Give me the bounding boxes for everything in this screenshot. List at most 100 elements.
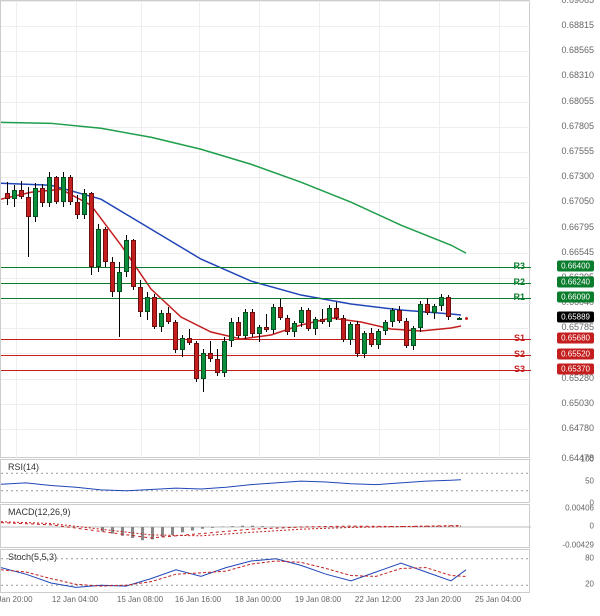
price-ytick: 0.68565 <box>561 45 594 55</box>
candle <box>40 1 45 459</box>
candle <box>327 1 332 459</box>
xtick: 19 Jan 08:00 <box>295 595 341 604</box>
candle <box>306 1 311 459</box>
candle <box>348 1 353 459</box>
sr-badge-S2: 0.65520 <box>557 348 594 359</box>
candle <box>194 1 199 459</box>
candle <box>369 1 374 459</box>
candle <box>334 1 339 459</box>
time-xaxis: Jan 20:00 12 Jan 04:00 15 Jan 08:00 16 Jan … <box>0 595 530 615</box>
xtick: 25 Jan 04:00 <box>475 595 521 604</box>
sr-label-R2: R2 <box>513 277 525 287</box>
sr-badge-R3: 0.66400 <box>557 261 594 272</box>
macd-yaxis: 0.004060-0.00429 <box>530 504 600 548</box>
candle <box>390 1 395 459</box>
candle <box>89 1 94 459</box>
xtick: Jan 20:00 <box>0 595 33 604</box>
candle <box>19 1 24 459</box>
sr-label-R3: R3 <box>513 261 525 271</box>
price-ytick: 0.65785 <box>561 322 594 332</box>
candle <box>159 1 164 459</box>
candle <box>432 1 437 459</box>
xtick: 22 Jan 12:00 <box>355 595 401 604</box>
candle <box>425 1 430 459</box>
candle <box>131 1 136 459</box>
candle <box>355 1 360 459</box>
candle <box>208 1 213 459</box>
sr-label-R1: R1 <box>513 292 525 302</box>
candle <box>250 1 255 459</box>
current-price-badge: 0.65889 <box>557 312 594 323</box>
price-ytick: 0.67555 <box>561 146 594 156</box>
candle <box>236 1 241 459</box>
candle <box>222 1 227 459</box>
price-ytick: 0.66795 <box>561 222 594 232</box>
candle <box>47 1 52 459</box>
rsi-yaxis: 100500 <box>530 459 600 503</box>
forex-chart: 0.69065 0.68815 0.68565 0.68310 0.68055 0.678… <box>0 0 600 616</box>
candle <box>152 1 157 459</box>
candle <box>33 1 38 459</box>
xtick: 15 Jan 08:00 <box>117 595 163 604</box>
candle <box>229 1 234 459</box>
price-ytick: 0.68055 <box>561 96 594 106</box>
candle <box>341 1 346 459</box>
candle <box>82 1 87 459</box>
sr-badge-S1: 0.65680 <box>557 332 594 343</box>
candle <box>243 1 248 459</box>
candle <box>411 1 416 459</box>
candle <box>54 1 59 459</box>
xtick: 18 Jan 00:00 <box>235 595 281 604</box>
candle <box>103 1 108 459</box>
candle <box>299 1 304 459</box>
candle <box>215 1 220 459</box>
candle <box>439 1 444 459</box>
price-ytick: 0.68815 <box>561 20 594 30</box>
candle <box>292 1 297 459</box>
candle <box>362 1 367 459</box>
candle <box>404 1 409 459</box>
candle <box>285 1 290 459</box>
candle <box>446 1 451 459</box>
stoch-panel[interactable]: Stoch(5,5,3) <box>0 549 530 593</box>
candle <box>110 1 115 459</box>
xtick: 16 Jan 16:00 <box>175 595 221 604</box>
candle <box>264 1 269 459</box>
candle <box>117 1 122 459</box>
candle <box>96 1 101 459</box>
macd-panel[interactable]: MACD(12,26,9) <box>0 504 530 548</box>
price-ytick: 0.65030 <box>561 398 594 408</box>
candle <box>397 1 402 459</box>
sr-badge-R1: 0.66090 <box>557 292 594 303</box>
sr-label-S1: S1 <box>514 333 525 343</box>
candle <box>201 1 206 459</box>
xtick: 23 Jan 20:00 <box>415 595 461 604</box>
xtick: 12 Jan 04:00 <box>52 595 98 604</box>
price-ytick: 0.69065 <box>561 0 594 5</box>
price-ytick: 0.64780 <box>561 423 594 433</box>
candle <box>271 1 276 459</box>
price-ytick: 0.65280 <box>561 373 594 383</box>
candle <box>313 1 318 459</box>
candle <box>26 1 31 459</box>
sr-label-S3: S3 <box>514 364 525 374</box>
candle <box>61 1 66 459</box>
candle <box>124 1 129 459</box>
candle <box>5 1 10 459</box>
candle <box>278 1 283 459</box>
rsi-panel[interactable]: RSI(14) <box>0 459 530 503</box>
price-ytick: 0.67050 <box>561 196 594 206</box>
stoch-yaxis: 8020 <box>530 549 600 593</box>
price-yaxis: 0.69065 0.68815 0.68565 0.68310 0.68055 0.678… <box>530 0 600 458</box>
candle <box>12 1 17 459</box>
candle <box>180 1 185 459</box>
price-ytick: 0.67805 <box>561 121 594 131</box>
candle <box>418 1 423 459</box>
price-panel[interactable] <box>0 0 530 458</box>
candle <box>166 1 171 459</box>
candle <box>138 1 143 459</box>
candle <box>173 1 178 459</box>
candle <box>68 1 73 459</box>
candle <box>75 1 80 459</box>
price-ytick: 0.68310 <box>561 70 594 80</box>
